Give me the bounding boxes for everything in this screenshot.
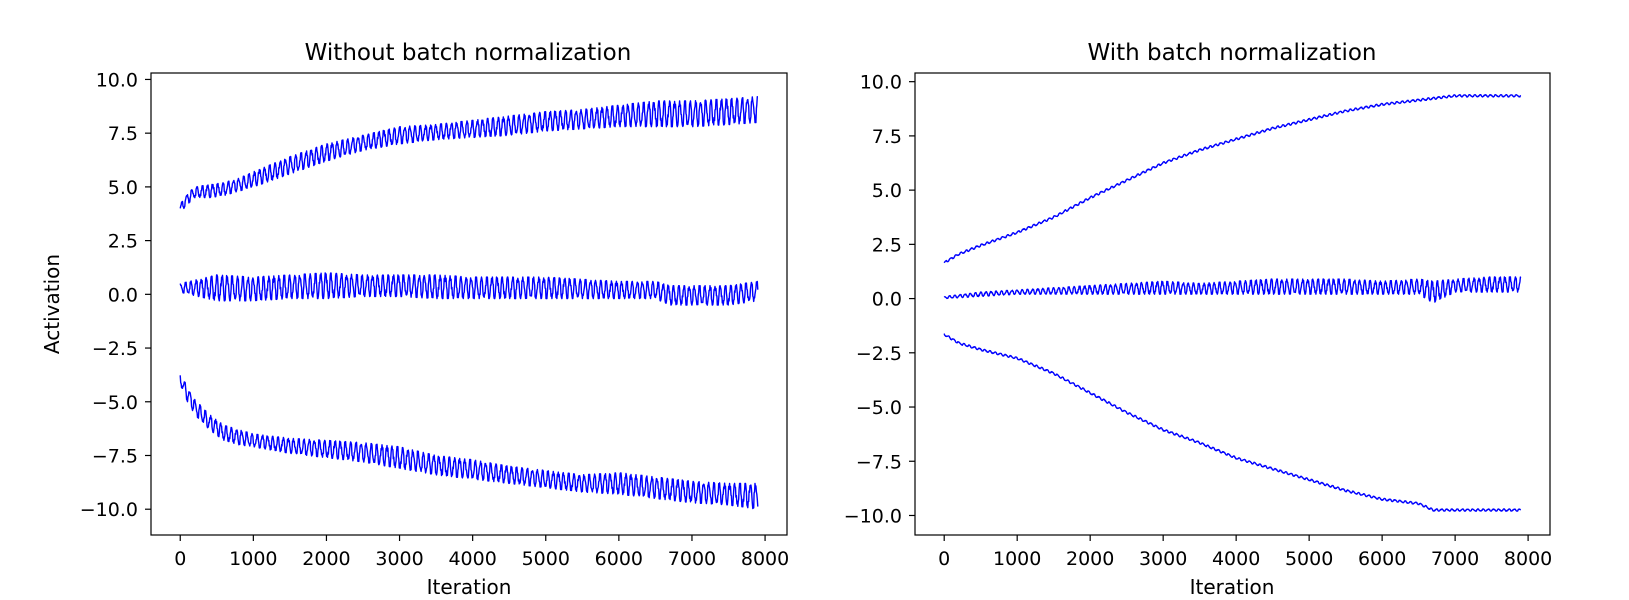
y-tick-label: 2.5 (872, 234, 902, 256)
y-tick-label: 7.5 (108, 123, 138, 145)
x-axis-label: Iteration (427, 575, 512, 599)
chart-title: With batch normalization (1088, 40, 1377, 66)
x-tick-label: 7000 (668, 548, 716, 570)
y-tick-label: 2.5 (108, 231, 138, 253)
y-tick-label: −5.0 (92, 392, 138, 414)
x-tick-label: 6000 (1358, 548, 1406, 570)
y-tick-label: 10.0 (96, 69, 138, 91)
x-tick-label: 4000 (1212, 548, 1260, 570)
y-tick-label: −10.0 (80, 499, 138, 521)
series-line (179, 96, 758, 210)
x-tick-label: 0 (174, 548, 186, 570)
chart-without-batch-normalization: Without batch normalization 0 1000 2000 300… (40, 40, 789, 599)
x-tick-label: 5000 (522, 548, 570, 570)
x-tick-label: 1000 (993, 548, 1041, 570)
series-line (179, 272, 759, 306)
x-tick-label: 3000 (375, 548, 423, 570)
x-tick-label: 2000 (1066, 548, 1114, 570)
y-axis-label: Activation (40, 254, 64, 354)
series-line (943, 333, 1522, 512)
y-tick-label: −7.5 (92, 445, 138, 467)
x-tick-label: 6000 (595, 548, 643, 570)
y-axis: 10.0 7.5 5.0 2.5 0.0 −2.5 −5.0 −7.5 −10.0 (844, 72, 915, 527)
x-tick-label: 2000 (302, 548, 350, 570)
y-tick-label: −2.5 (856, 343, 902, 365)
y-axis: 10.0 7.5 5.0 2.5 0.0 −2.5 −5.0 −7.5 −10.0 (80, 69, 151, 521)
axes-frame (150, 72, 788, 536)
y-tick-label: −5.0 (856, 397, 902, 419)
plot-area (179, 96, 759, 510)
x-axis-label: Iteration (1190, 575, 1275, 599)
x-tick-label: 8000 (741, 548, 789, 570)
x-axis: 0 1000 2000 3000 4000 5000 6000 7000 8000 (938, 535, 1552, 570)
y-tick-label: 5.0 (872, 180, 902, 202)
x-tick-label: 4000 (448, 548, 496, 570)
series-line (943, 276, 1522, 303)
y-tick-label: 0.0 (108, 284, 138, 306)
y-tick-label: 5.0 (108, 177, 138, 199)
y-tick-label: 0.0 (872, 289, 902, 311)
series-line (179, 375, 759, 510)
x-tick-label: 1000 (229, 548, 277, 570)
chart-title: Without batch normalization (305, 40, 632, 66)
y-tick-label: 10.0 (860, 72, 902, 94)
plot-area (943, 94, 1522, 512)
x-tick-label: 8000 (1504, 548, 1552, 570)
y-tick-label: −7.5 (856, 451, 902, 473)
y-tick-label: −2.5 (92, 338, 138, 360)
x-tick-label: 3000 (1139, 548, 1187, 570)
x-tick-label: 0 (938, 548, 950, 570)
x-tick-label: 7000 (1431, 548, 1479, 570)
y-tick-label: −10.0 (844, 505, 902, 527)
y-tick-label: 7.5 (872, 126, 902, 148)
x-axis: 0 1000 2000 3000 4000 5000 6000 7000 8000 (174, 535, 789, 570)
series-line (943, 94, 1522, 264)
chart-with-batch-normalization: With batch normalization 0 1000 2000 3000 40… (844, 40, 1553, 599)
x-tick-label: 5000 (1285, 548, 1333, 570)
axes-frame (914, 72, 1551, 536)
